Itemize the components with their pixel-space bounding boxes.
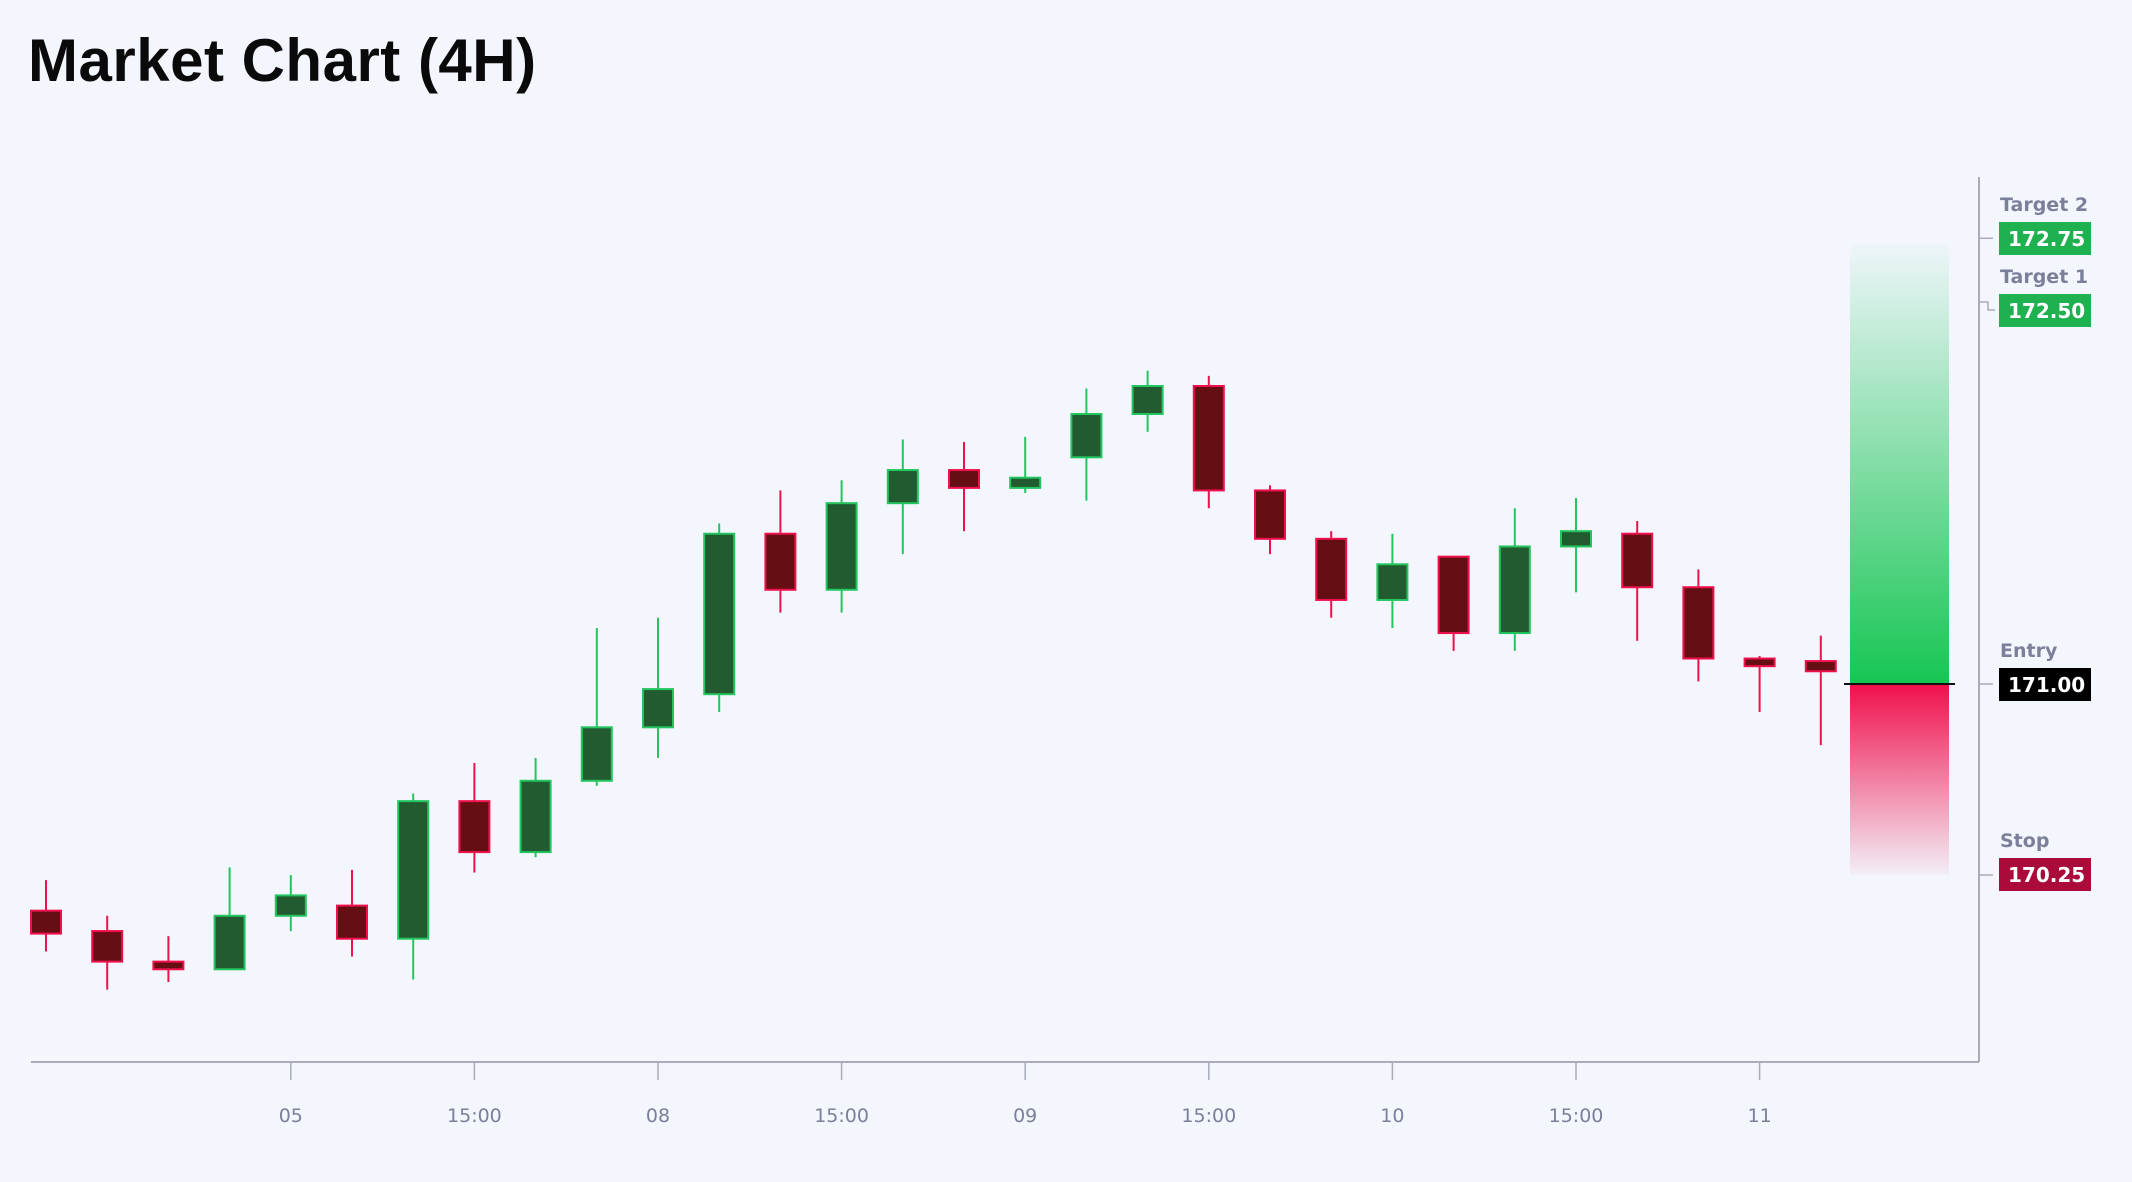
candle-body (886, 469, 919, 505)
x-tick-label: 10 (1380, 1105, 1404, 1127)
x-tick-label: 08 (646, 1105, 670, 1127)
candle-body (764, 532, 797, 591)
candle-body (274, 894, 307, 917)
candle (1009, 436, 1042, 493)
candle (1437, 555, 1470, 651)
candle (948, 442, 980, 532)
level-badge (1999, 668, 2091, 701)
candle (458, 762, 491, 873)
candle-body (1315, 537, 1348, 601)
candle-body (642, 688, 674, 729)
candle (580, 627, 613, 786)
candle (519, 757, 552, 858)
candle-body (948, 469, 980, 489)
candle (336, 869, 368, 957)
level-badge (1999, 294, 2091, 327)
candle-body (1682, 586, 1715, 660)
x-tick-label: 11 (1748, 1105, 1772, 1127)
level-entry: Entry 171.00 (1979, 640, 2091, 701)
x-tick-label: 09 (1013, 1105, 1037, 1127)
level-name: Target 1 (2000, 266, 2088, 288)
candle (152, 936, 185, 982)
level-value: 171.00 (2008, 673, 2085, 697)
candle-body (1192, 385, 1225, 492)
candle-body (1437, 555, 1470, 635)
level-target-1: Target 1 172.50 (1979, 266, 2091, 327)
candle (30, 880, 62, 952)
candle (703, 523, 736, 713)
x-tick-label: 15:00 (814, 1105, 869, 1127)
candle (1621, 520, 1654, 641)
candle-body (580, 726, 613, 782)
candle-body (336, 904, 368, 940)
candle (91, 915, 124, 990)
candle-body (825, 502, 858, 591)
candle (1192, 375, 1225, 509)
candle (213, 867, 246, 971)
candle-body (703, 532, 736, 696)
level-target-2: Target 2 172.75 (1979, 194, 2091, 255)
x-tick-label: 15:00 (1181, 1105, 1236, 1127)
candle (886, 439, 919, 555)
profit-zone (1850, 244, 1949, 684)
candle (1254, 485, 1286, 555)
level-name: Entry (2000, 640, 2058, 662)
candle (397, 793, 430, 980)
level-name: Stop (2000, 830, 2049, 852)
candle-body (519, 779, 552, 854)
candle-body (1804, 660, 1837, 673)
level-badge (1999, 858, 2091, 891)
candle-body (1560, 530, 1592, 548)
candle-body (1376, 563, 1409, 601)
level-tick (1979, 301, 1995, 311)
x-tick-label: 15:00 (447, 1105, 502, 1127)
candle (1070, 388, 1103, 501)
candle-body (397, 800, 430, 940)
level-value: 172.50 (2008, 299, 2085, 323)
level-value: 170.25 (2008, 863, 2085, 887)
candle (825, 480, 858, 613)
candle (274, 875, 307, 932)
candle (1498, 508, 1531, 651)
candle-body (213, 914, 246, 971)
candle (1131, 370, 1164, 432)
candle (1682, 569, 1715, 682)
candle (764, 490, 797, 613)
candle (1804, 635, 1837, 746)
candle-body (30, 909, 62, 935)
level-value: 172.75 (2008, 227, 2085, 251)
candle (1560, 498, 1592, 593)
candle-body (91, 930, 124, 963)
candle-body (1743, 657, 1776, 668)
x-tick-label: 15:00 (1549, 1105, 1604, 1127)
candle-body (1621, 532, 1654, 589)
candle (1315, 531, 1348, 618)
candle (642, 617, 674, 758)
candle-body (458, 800, 491, 854)
candle-body (1009, 476, 1042, 489)
page-title: Market Chart (4H) (28, 27, 537, 94)
x-tick-label: 05 (279, 1105, 303, 1127)
level-badge (1999, 222, 2091, 255)
candle-body (152, 960, 185, 971)
level-stop: Stop 170.25 (1979, 830, 2091, 891)
candle (1743, 655, 1776, 713)
candle-body (1254, 489, 1286, 540)
candle (1376, 533, 1409, 628)
loss-zone (1850, 684, 1949, 876)
candle-body (1131, 385, 1164, 416)
candle-body (1498, 545, 1531, 635)
level-name: Target 2 (2000, 194, 2088, 216)
candle-body (1070, 413, 1103, 459)
